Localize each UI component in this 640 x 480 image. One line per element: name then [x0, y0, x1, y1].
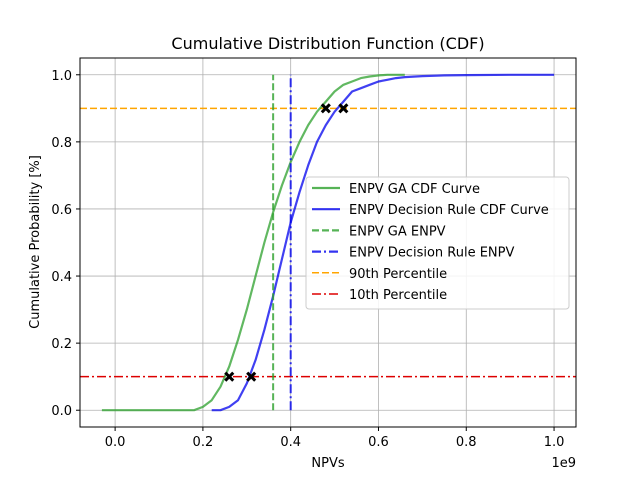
legend-entry: ENPV Decision Rule CDF Curve: [312, 203, 549, 218]
x-axis-scale-label: 1e9: [551, 456, 576, 471]
x-tick-label: 0.2: [193, 435, 214, 450]
y-tick-label: 0.2: [51, 337, 72, 352]
legend-label: ENPV Decision Rule CDF Curve: [349, 203, 549, 218]
y-tick-label: 1.0: [51, 69, 72, 84]
legend-entry: ENPV Decision Rule ENPV: [312, 246, 514, 261]
legend-entry: 90th Percentile: [312, 267, 447, 282]
y-tick-label: 0.8: [51, 136, 72, 151]
legend-label: 10th Percentile: [349, 288, 447, 303]
plot-area: [80, 73, 576, 412]
x-tick-label: 1.0: [544, 435, 565, 450]
x-axis-ticks: 0.0 0.2 0.4 0.6 0.8 1.0: [105, 427, 565, 450]
percentile-marker: [246, 371, 257, 382]
x-tick-label: 0.4: [280, 435, 301, 450]
legend: ENPV GA CDF Curve ENPV Decision Rule CDF …: [305, 176, 570, 310]
x-axis-label: NPVs: [311, 456, 344, 471]
percentile-marker: [320, 103, 331, 114]
legend-label: ENPV Decision Rule ENPV: [349, 246, 514, 261]
x-tick-label: 0.6: [368, 435, 389, 450]
percentile-marker: [338, 103, 349, 114]
legend-label: ENPV GA CDF Curve: [349, 182, 480, 197]
plot-frame: [79, 57, 577, 428]
x-tick-label: 0.8: [456, 435, 477, 450]
legend-label: 90th Percentile: [349, 267, 447, 282]
y-tick-label: 0.6: [51, 203, 72, 218]
legend-entry: ENPV GA ENPV: [312, 224, 446, 239]
legend-box: [305, 176, 570, 310]
x-tick-label: 0.0: [105, 435, 126, 450]
y-tick-label: 0.0: [51, 404, 72, 419]
series-0-line: [101, 73, 405, 412]
legend-label: ENPV GA ENPV: [349, 224, 446, 239]
y-axis-ticks: 0.0 0.2 0.4 0.6 0.8 1.0: [51, 69, 80, 419]
series-1-line: [211, 73, 555, 412]
y-tick-label: 0.4: [51, 270, 72, 285]
y-axis-label: Cumulative Probability [%]: [28, 155, 43, 329]
legend-entry: ENPV GA CDF Curve: [312, 182, 480, 197]
percentile-marker: [224, 371, 235, 382]
legend-entry: 10th Percentile: [312, 288, 447, 303]
chart-title: Cumulative Distribution Function (CDF): [171, 34, 484, 53]
